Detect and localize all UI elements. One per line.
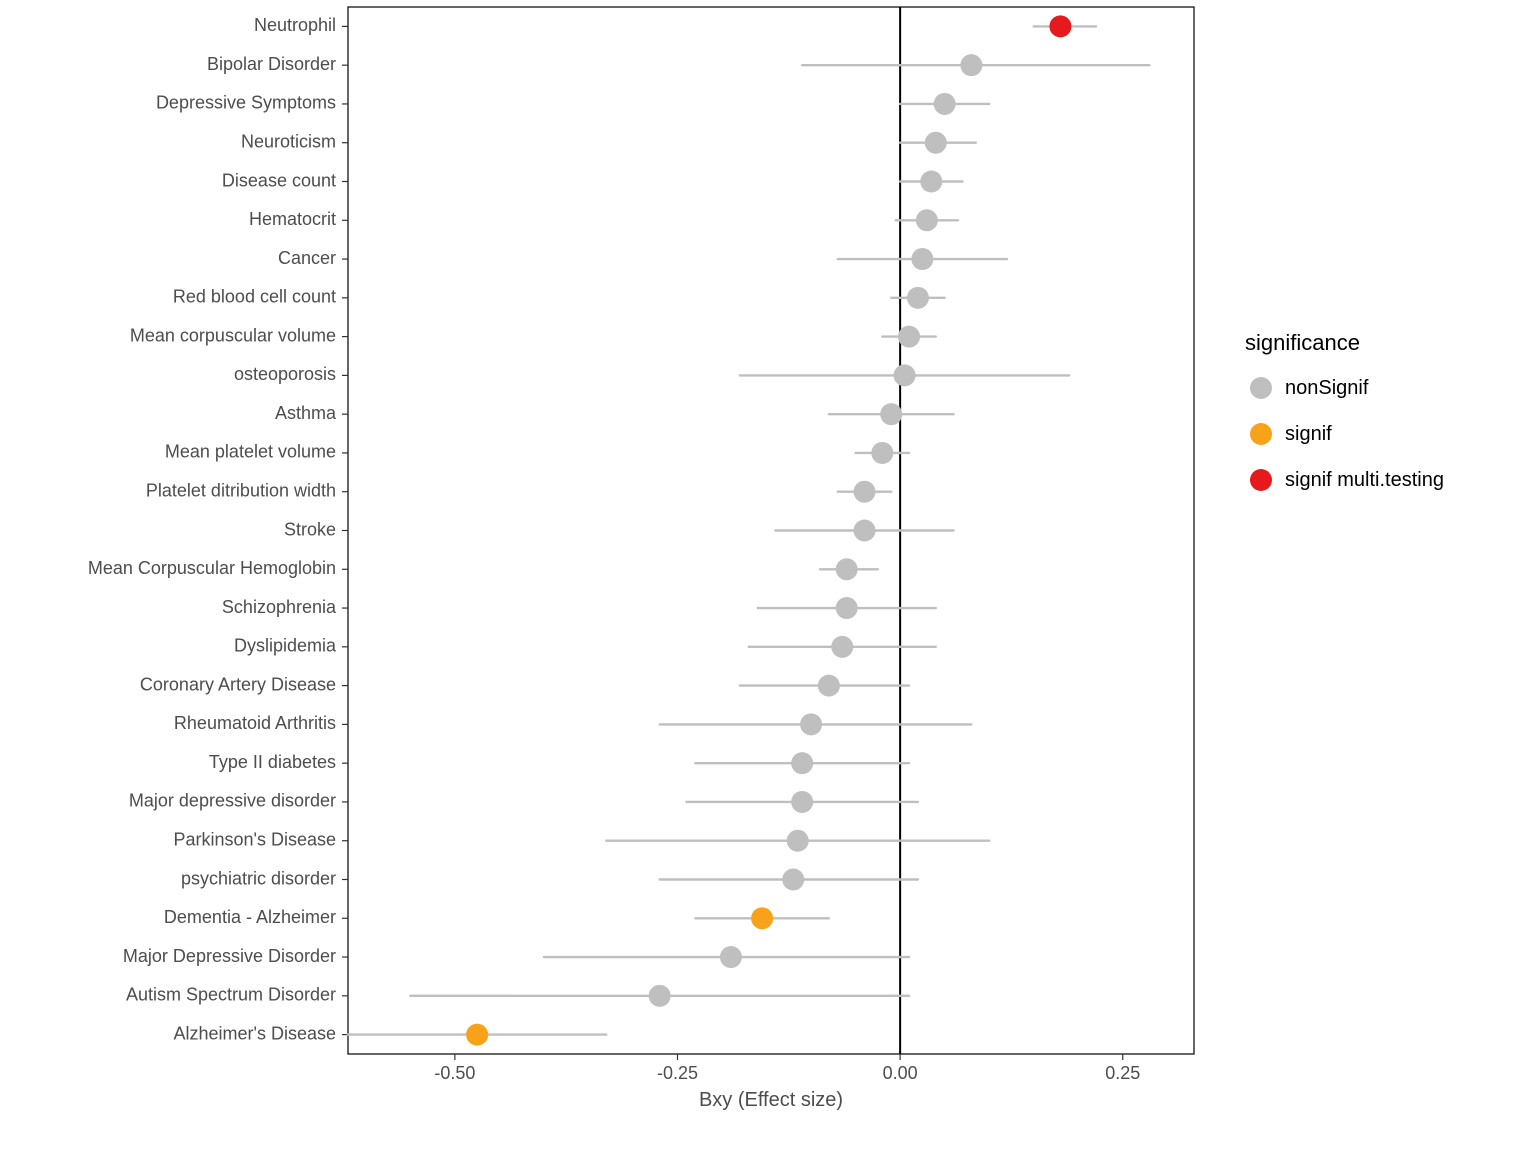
forest-plot: -0.50 -0.25 0.00 0.25 Bxy (Effect size) Neutr… <box>0 0 1536 1152</box>
svg-text:psychiatric disorder: psychiatric disorder <box>181 868 336 888</box>
svg-text:Bxy (Effect size): Bxy (Effect size) <box>699 1089 843 1111</box>
svg-text:Dementia - Alzheimer: Dementia - Alzheimer <box>164 907 336 927</box>
svg-text:Mean platelet volume: Mean platelet volume <box>165 442 336 462</box>
svg-text:Red blood cell count: Red blood cell count <box>173 287 336 307</box>
svg-text:Major depressive disorder: Major depressive disorder <box>129 791 336 811</box>
svg-text:Alzheimer's Disease: Alzheimer's Disease <box>174 1023 337 1043</box>
svg-text:Cancer: Cancer <box>278 248 336 268</box>
svg-text:Parkinson's Disease: Parkinson's Disease <box>173 829 336 849</box>
svg-text:Hematocrit: Hematocrit <box>249 209 336 229</box>
svg-text:osteoporosis: osteoporosis <box>234 364 336 384</box>
svg-text:Bipolar Disorder: Bipolar Disorder <box>207 54 336 74</box>
svg-text:-0.50: -0.50 <box>434 1063 475 1083</box>
svg-text:Schizophrenia: Schizophrenia <box>222 597 337 617</box>
svg-text:0.25: 0.25 <box>1105 1063 1140 1083</box>
svg-text:significance: significance <box>1245 330 1360 355</box>
svg-text:0.00: 0.00 <box>883 1063 918 1083</box>
svg-text:Dyslipidemia: Dyslipidemia <box>234 636 337 656</box>
svg-text:Major Depressive Disorder: Major Depressive Disorder <box>123 946 336 966</box>
svg-text:Neutrophil: Neutrophil <box>254 15 336 35</box>
svg-text:Platelet ditribution width: Platelet ditribution width <box>146 480 336 500</box>
svg-text:Depressive Symptoms: Depressive Symptoms <box>156 93 336 113</box>
svg-text:Type II diabetes: Type II diabetes <box>209 752 336 772</box>
svg-text:nonSignif: nonSignif <box>1285 377 1369 399</box>
svg-text:Mean Corpuscular Hemoglobin: Mean Corpuscular Hemoglobin <box>88 558 336 578</box>
svg-text:Disease count: Disease count <box>222 170 336 190</box>
svg-text:Stroke: Stroke <box>284 519 336 539</box>
svg-text:Asthma: Asthma <box>275 403 337 423</box>
svg-text:Coronary Artery Disease: Coronary Artery Disease <box>140 674 336 694</box>
svg-text:Mean corpuscular volume: Mean corpuscular volume <box>130 325 336 345</box>
svg-text:Rheumatoid Arthritis: Rheumatoid Arthritis <box>174 713 336 733</box>
svg-text:signif: signif <box>1285 423 1332 445</box>
svg-text:signif multi.testing: signif multi.testing <box>1285 469 1444 491</box>
svg-text:Neuroticism: Neuroticism <box>241 131 336 151</box>
svg-text:-0.25: -0.25 <box>657 1063 698 1083</box>
svg-text:Autism Spectrum Disorder: Autism Spectrum Disorder <box>126 985 336 1005</box>
